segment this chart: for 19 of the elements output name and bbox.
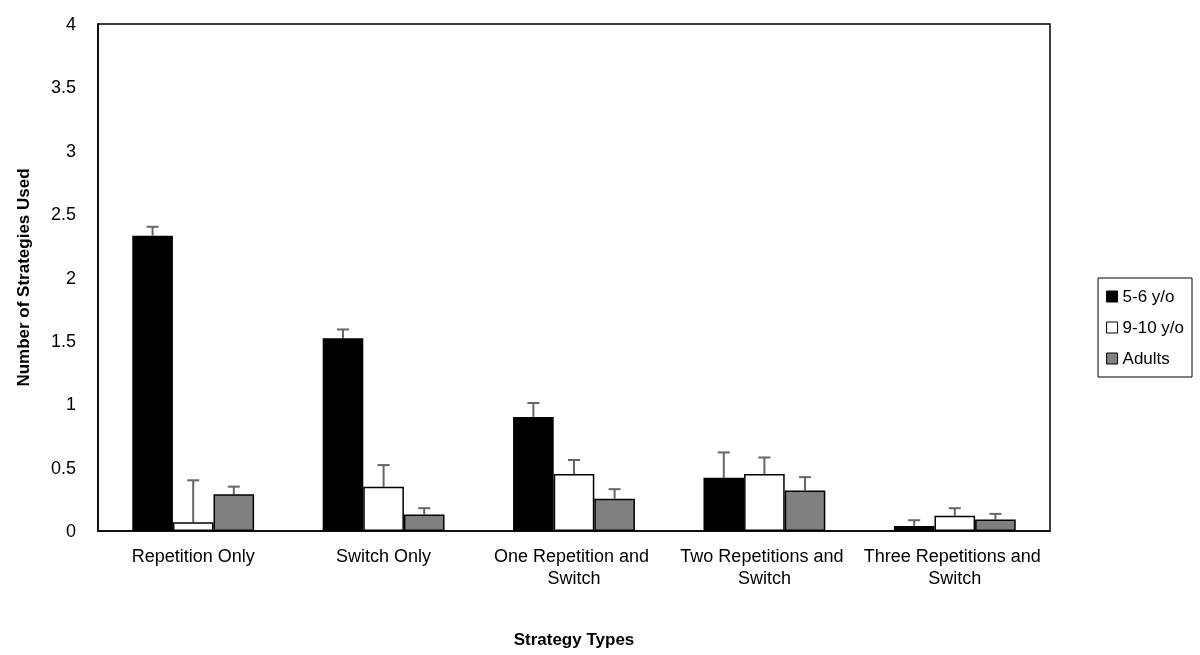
legend-label: 9-10 y/o (1122, 318, 1185, 337)
legend-label: 5-6 y/o (1122, 287, 1175, 306)
x-tick-label: Three Repetitions and Switch (863, 546, 1046, 588)
x-axis-title: Strategy Types (513, 630, 635, 649)
y-tick-label: 2 (65, 267, 76, 288)
x-tick-label: Repetition Only (131, 546, 255, 566)
y-tick-label: 1.5 (50, 330, 76, 351)
y-tick-label: 4 (65, 14, 76, 34)
x-tick-label: Two Repetitions and Switch (680, 546, 849, 588)
y-tick-label: 3 (65, 140, 76, 161)
y-tick-label: 1 (65, 394, 76, 415)
legend-label: Adults (1122, 349, 1170, 368)
y-tick-label: 2.5 (50, 204, 76, 225)
y-tick-label: 3.5 (50, 77, 76, 98)
y-tick-label: 0.5 (50, 457, 76, 478)
x-tick-label: Switch Only (336, 546, 432, 566)
y-tick-label: 0 (65, 521, 76, 541)
x-tick-label: One Repetition and Switch (493, 546, 655, 588)
y-axis-title: Number of Strategies Used (14, 168, 33, 387)
